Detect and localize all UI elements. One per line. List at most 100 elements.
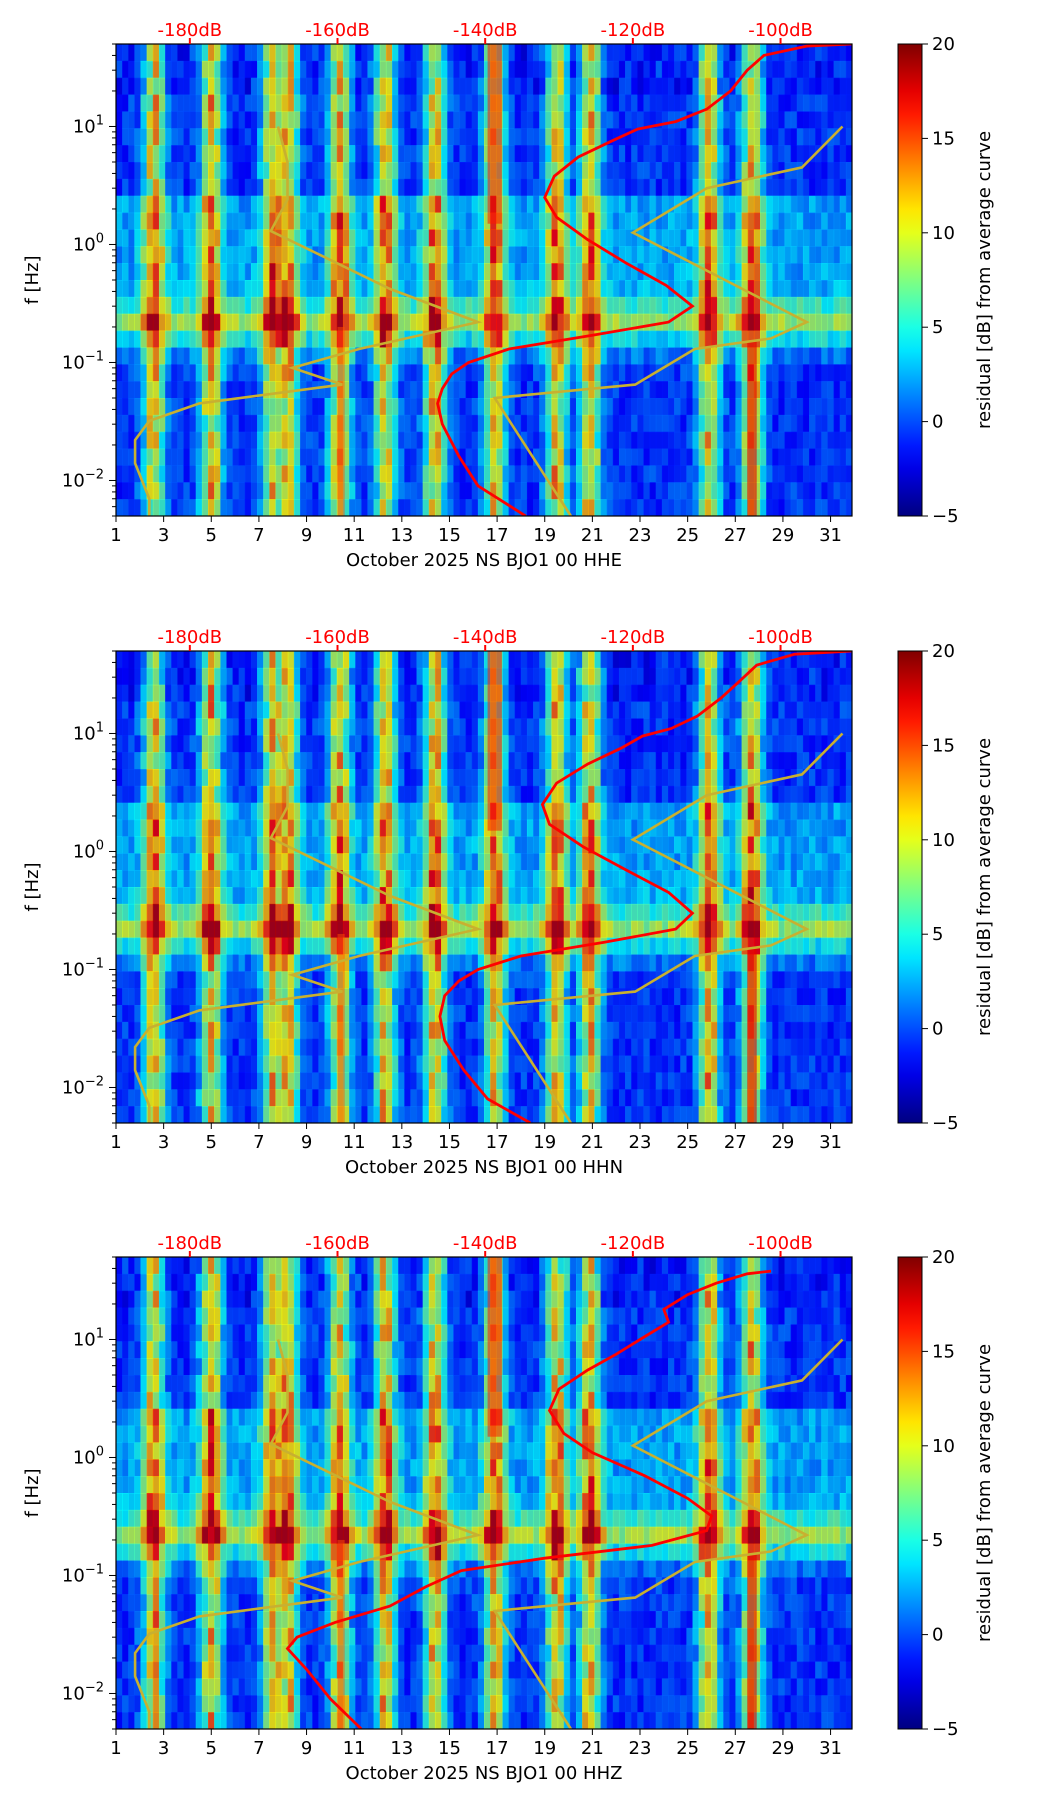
db-tick-label: -120dB <box>601 20 666 41</box>
x-tick-label: 1 <box>110 1738 121 1759</box>
colorbar-tick-label: −5 <box>932 1719 959 1740</box>
x-tick-label: 15 <box>438 1132 461 1153</box>
db-tick-label: -100dB <box>748 1233 813 1254</box>
colorbar-tick-label: 15 <box>932 128 955 149</box>
db-tick-label: -160dB <box>305 20 370 41</box>
colorbar-tick-label: −5 <box>932 506 959 527</box>
colorbar: −5 0 5 10 15 20 residual [dB] from average cur… <box>897 1247 995 1740</box>
db-tick-label: -180dB <box>158 20 223 41</box>
x-tick-label: 11 <box>343 1132 366 1153</box>
colorbar-tick-label: 20 <box>932 1247 955 1268</box>
db-tick-label: -120dB <box>601 627 666 648</box>
average-psd-curve <box>438 651 852 1123</box>
db-tick-label: -100dB <box>748 20 813 41</box>
average-psd-curve <box>285 1269 772 1729</box>
model-noise-curve <box>133 732 844 1123</box>
x-tick-label: 31 <box>819 525 842 546</box>
x-tick-label: 7 <box>253 525 264 546</box>
y-tick-label: 10−2 <box>62 467 104 491</box>
x-tick-label: 1 <box>110 525 121 546</box>
x-tick-label: 1 <box>110 1132 121 1153</box>
x-tick-label: 13 <box>390 525 413 546</box>
x-tick-label: 29 <box>771 1132 794 1153</box>
y-tick-label: 10−2 <box>62 1074 104 1098</box>
x-tick-label: 19 <box>533 1132 556 1153</box>
x-tick-label: 27 <box>724 525 747 546</box>
x-tick-label: 29 <box>771 1738 794 1759</box>
x-tick-label: 11 <box>343 1738 366 1759</box>
y-tick-label: 101 <box>73 1326 104 1350</box>
colorbar-tick-label: 0 <box>932 412 943 433</box>
colorbar-tick-label: 15 <box>932 735 955 756</box>
colorbar-tick-label: 0 <box>932 1625 943 1646</box>
x-tick-label: 3 <box>158 1738 169 1759</box>
x-tick-label: 23 <box>629 1738 652 1759</box>
x-tick-label: 5 <box>206 1132 217 1153</box>
x-tick-label: 27 <box>724 1738 747 1759</box>
x-tick-label: 17 <box>486 525 509 546</box>
x-tick-label: 21 <box>581 525 604 546</box>
db-tick-label: -120dB <box>601 1233 666 1254</box>
db-tick-label: -160dB <box>305 627 370 648</box>
x-tick-label: 25 <box>676 1132 699 1153</box>
colorbar-tick-label: −5 <box>932 1113 959 1134</box>
colorbar-tick-label: 20 <box>932 34 955 55</box>
heatmap <box>116 1257 852 1729</box>
y-axis-label: f [Hz] <box>22 862 43 911</box>
x-tick-label: 5 <box>206 525 217 546</box>
colorbar-label: residual [dB] from average curve <box>974 131 995 429</box>
x-tick-label: 9 <box>301 1738 312 1759</box>
colorbar-tick-label: 10 <box>932 223 955 244</box>
db-tick-label: -140dB <box>453 1233 518 1254</box>
x-tick-label: 19 <box>533 525 556 546</box>
db-tick-label: -140dB <box>453 20 518 41</box>
y-tick-label: 10−1 <box>62 349 104 373</box>
colorbar-tick-label: 5 <box>932 317 943 338</box>
colorbar-tick-label: 15 <box>932 1341 955 1362</box>
x-tick-label: 11 <box>343 525 366 546</box>
colorbar-label: residual [dB] from average curve <box>974 738 995 1036</box>
y-tick-label: 10−1 <box>62 956 104 980</box>
x-tick-label: 27 <box>724 1132 747 1153</box>
colorbar-tick-label: 10 <box>932 1436 955 1457</box>
x-tick-label: 5 <box>206 1738 217 1759</box>
x-tick-label: 25 <box>676 525 699 546</box>
y-tick-label: 10−1 <box>62 1562 104 1586</box>
y-tick-label: 100 <box>73 231 104 255</box>
heatmap <box>116 44 852 516</box>
y-tick-label: 101 <box>73 720 104 744</box>
x-tick-label: 3 <box>158 525 169 546</box>
x-tick-label: 17 <box>486 1132 509 1153</box>
x-tick-label: 17 <box>486 1738 509 1759</box>
x-tick-label: 23 <box>629 525 652 546</box>
colorbar-tick-label: 20 <box>932 641 955 662</box>
colorbar-tick-label: 10 <box>932 830 955 851</box>
x-axis-label: October 2025 NS BJO1 00 HHZ <box>346 1763 623 1784</box>
x-tick-label: 21 <box>581 1738 604 1759</box>
colorbar: −5 0 5 10 15 20 residual [dB] from average cur… <box>897 641 995 1134</box>
y-tick-label: 100 <box>73 1444 104 1468</box>
model-noise-curve <box>133 1338 844 1729</box>
x-tick-label: 7 <box>253 1132 264 1153</box>
x-axis-label: October 2025 NS BJO1 00 HHE <box>346 550 622 571</box>
y-axis-label: f [Hz] <box>22 255 43 304</box>
colorbar: −5 0 5 10 15 20 residual [dB] from average cur… <box>897 34 995 527</box>
db-tick-label: -160dB <box>305 1233 370 1254</box>
y-tick-label: 101 <box>73 113 104 137</box>
db-tick-label: -100dB <box>748 627 813 648</box>
heatmap <box>116 651 852 1123</box>
x-tick-label: 15 <box>438 1738 461 1759</box>
db-tick-label: -180dB <box>158 1233 223 1254</box>
x-tick-label: 9 <box>301 1132 312 1153</box>
y-tick-label: 100 <box>73 838 104 862</box>
x-tick-label: 13 <box>390 1132 413 1153</box>
average-psd-curve <box>436 44 852 516</box>
x-tick-label: 7 <box>253 1738 264 1759</box>
x-tick-label: 21 <box>581 1132 604 1153</box>
x-tick-label: 19 <box>533 1738 556 1759</box>
